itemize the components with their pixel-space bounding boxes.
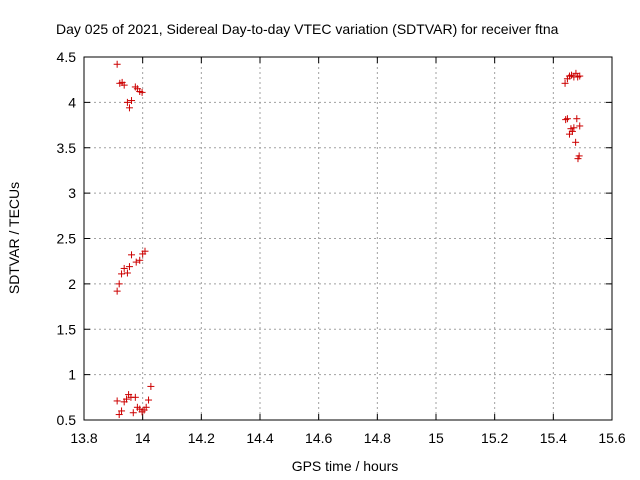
data-point: [115, 280, 123, 288]
x-tick-label: 15.6: [598, 430, 625, 446]
chart-title: Day 025 of 2021, Sidereal Day-to-day VTE…: [56, 21, 559, 37]
data-point: [128, 251, 136, 259]
data-point: [123, 269, 131, 277]
y-tick-label: 0.5: [57, 412, 77, 428]
data-point: [129, 409, 137, 417]
x-axis-label: GPS time / hours: [292, 458, 399, 474]
data-point: [138, 88, 146, 96]
grid-lines: [84, 57, 612, 420]
data-point: [575, 152, 583, 160]
data-point: [113, 60, 121, 68]
data-point: [123, 395, 131, 403]
x-tick-label: 14.2: [188, 430, 215, 446]
data-point: [131, 393, 139, 401]
x-tick-label: 14.6: [305, 430, 332, 446]
y-tick-label: 4: [68, 94, 76, 110]
y-tick-label: 1: [68, 367, 76, 383]
data-point: [132, 258, 140, 266]
data-point: [125, 104, 133, 112]
data-point: [113, 287, 121, 295]
data-point: [115, 411, 123, 419]
data-point: [136, 256, 144, 264]
x-tick-label: 14.8: [364, 430, 391, 446]
x-tick-label: 15: [428, 430, 444, 446]
data-point: [576, 122, 584, 130]
y-tick-label: 3: [68, 185, 76, 201]
x-tick-label: 13.8: [70, 430, 97, 446]
data-point: [118, 407, 126, 415]
data-point: [562, 116, 570, 124]
y-axis-label: SDTVAR / TECUs: [6, 182, 22, 294]
y-tick-label: 2.5: [57, 231, 77, 247]
data-point: [118, 270, 126, 278]
y-tick-label: 4.5: [57, 49, 77, 65]
data-point: [120, 81, 128, 89]
data-point: [120, 264, 128, 272]
data-point: [572, 69, 580, 77]
data-point: [141, 247, 149, 255]
data-point: [147, 382, 155, 390]
x-tick-label: 14: [135, 430, 151, 446]
data-point: [570, 124, 578, 132]
data-point: [123, 98, 131, 106]
plot-frame: [83, 56, 613, 421]
data-point: [573, 115, 581, 123]
data-point: [113, 397, 121, 405]
x-tick-label: 15.4: [540, 430, 567, 446]
x-tick-label: 14.4: [246, 430, 273, 446]
y-tick-label: 2: [68, 276, 76, 292]
data-point: [576, 72, 584, 80]
y-tick-label: 1.5: [57, 321, 77, 337]
data-point: [561, 79, 569, 87]
x-axis-ticks: 13.8 14 14.2 14.4 14.6 14.8 15 15.2 15.4 15.6: [70, 57, 626, 446]
data-point: [572, 138, 580, 146]
data-point: [142, 403, 150, 411]
data-points: [113, 60, 584, 419]
y-axis-ticks: 0.5 1 1.5 2 2.5 3 3.5 4 4.5: [57, 49, 612, 428]
x-tick-label: 15.2: [481, 430, 508, 446]
data-point: [563, 115, 571, 123]
data-point: [568, 127, 576, 135]
y-tick-label: 3.5: [57, 140, 77, 156]
data-point: [125, 263, 133, 271]
data-point: [145, 396, 153, 404]
data-point: [128, 97, 136, 105]
